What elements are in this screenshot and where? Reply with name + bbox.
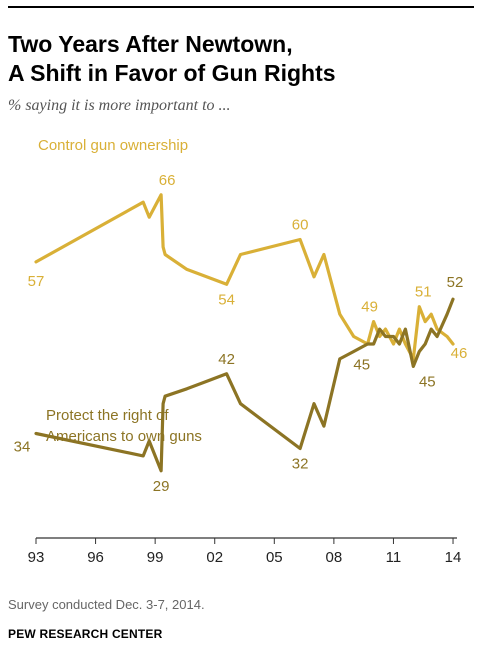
source-credit: PEW RESEARCH CENTER xyxy=(8,627,163,641)
data-label: 46 xyxy=(451,345,468,362)
data-label: 29 xyxy=(153,478,170,495)
data-label: 34 xyxy=(14,439,31,456)
series-name-label: Control gun ownership xyxy=(38,137,188,154)
x-tick-label: 14 xyxy=(445,549,462,566)
data-label: 52 xyxy=(447,274,464,291)
data-label: 45 xyxy=(419,373,436,390)
chart-title-line-2: A Shift in Favor of Gun Rights xyxy=(8,60,336,86)
x-tick-label: 02 xyxy=(206,549,223,566)
x-tick-label: 05 xyxy=(266,549,283,566)
top-rule xyxy=(8,6,474,8)
data-label: 60 xyxy=(292,217,309,234)
data-label: 54 xyxy=(218,291,235,308)
data-label: 57 xyxy=(28,273,45,290)
data-label: 51 xyxy=(415,284,432,301)
survey-note: Survey conducted Dec. 3-7, 2014. xyxy=(8,597,205,612)
data-label: 45 xyxy=(353,356,370,373)
x-tick-label: 93 xyxy=(28,549,45,566)
series-line-control-gun-ownership xyxy=(34,193,455,361)
x-tick-label: 08 xyxy=(326,549,343,566)
x-tick-label: 96 xyxy=(87,549,104,566)
chart-title-line-1: Two Years After Newtown, xyxy=(8,31,293,57)
data-label: 49 xyxy=(361,299,378,316)
series-name-label: Americans to own guns xyxy=(46,428,202,445)
chart-subtitle: % saying it is more important to ... xyxy=(8,97,231,114)
x-tick-label: 99 xyxy=(147,549,164,566)
x-tick-label: 11 xyxy=(386,549,402,566)
data-label: 32 xyxy=(292,455,309,472)
series-line-protect-gun-rights xyxy=(34,297,455,473)
data-label: 42 xyxy=(218,351,235,368)
series-name-label: Protect the right of xyxy=(46,407,169,424)
chart-title: Two Years After Newtown, A Shift in Favo… xyxy=(8,30,474,88)
data-label: 66 xyxy=(159,172,176,189)
